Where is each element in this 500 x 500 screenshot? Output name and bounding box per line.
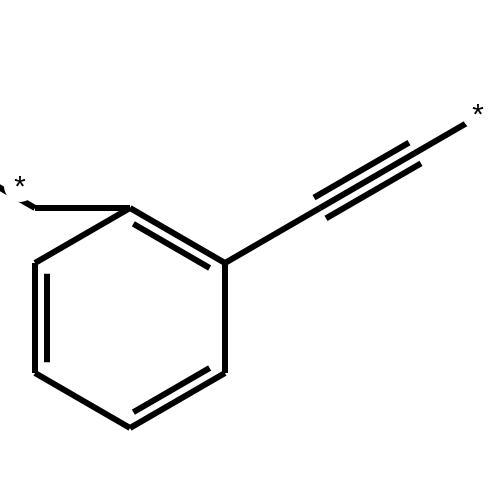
- molecule-diagram: **: [0, 0, 500, 500]
- wildcard-label: *: [14, 171, 26, 204]
- wildcard-label: *: [472, 99, 484, 132]
